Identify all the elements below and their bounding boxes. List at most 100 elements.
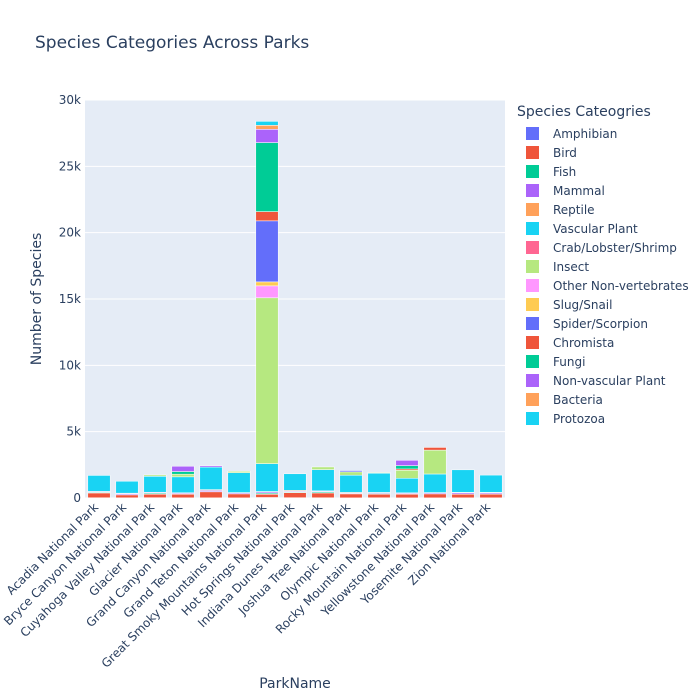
bar-segment	[255, 211, 279, 222]
y-tick-label: 20k	[59, 226, 81, 240]
legend-label: Mammal	[553, 183, 605, 198]
legend-swatch	[526, 317, 539, 330]
bar-segment	[255, 297, 279, 464]
legend-swatch	[526, 146, 539, 159]
bar-segment	[87, 475, 111, 492]
legend-item[interactable]: Bacteria	[517, 390, 689, 409]
legend-swatch	[526, 184, 539, 197]
legend-item[interactable]: Vascular Plant	[517, 219, 689, 238]
legend-item[interactable]: Mammal	[517, 181, 689, 200]
legend-title: Species Cateogries	[517, 104, 651, 120]
x-axis-title: ParkName	[259, 676, 331, 692]
legend-label: Bird	[553, 145, 577, 160]
legend-item[interactable]: Bird	[517, 143, 689, 162]
legend-swatch	[526, 412, 539, 425]
bar-segment	[199, 465, 223, 468]
legend-swatch	[526, 374, 539, 387]
y-tick-label: 10k	[59, 358, 81, 372]
bar-segment	[395, 477, 419, 494]
legend-item[interactable]: Spider/Scorpion	[517, 314, 689, 333]
legend-label: Vascular Plant	[553, 221, 638, 236]
y-tick-label: 0	[73, 491, 81, 505]
legend-item[interactable]: Amphibian	[517, 124, 689, 143]
bar-segment	[283, 492, 307, 498]
bar-segment	[255, 121, 279, 126]
bar-segment	[143, 476, 167, 493]
legend-item[interactable]: Crab/Lobster/Shrimp	[517, 238, 689, 257]
bar-segment	[171, 473, 195, 478]
bar-segment	[171, 493, 195, 499]
bar-segment	[255, 281, 279, 287]
legend-label: Other Non-vertebrates	[553, 278, 689, 293]
legend: Species Cateogries Amphibian Bird Fish Mamm…	[517, 104, 689, 428]
legend-label: Crab/Lobster/Shrimp	[553, 240, 677, 255]
legend-item[interactable]: Non-vascular Plant	[517, 371, 689, 390]
y-tick-label: 30k	[59, 93, 81, 107]
bar-segment	[227, 472, 251, 493]
legend-swatch	[526, 222, 539, 235]
bar-segment	[255, 129, 279, 143]
legend-label: Non-vascular Plant	[553, 373, 666, 388]
legend-item[interactable]: Other Non-vertebrates	[517, 276, 689, 295]
bar-segment	[395, 460, 419, 466]
bar-segment	[423, 447, 447, 451]
legend-item[interactable]: Reptile	[517, 200, 689, 219]
bar-segment	[255, 142, 279, 212]
legend-item[interactable]: Slug/Snail	[517, 295, 689, 314]
bar-segment	[143, 474, 167, 477]
legend-swatch	[526, 336, 539, 349]
bar-segment	[395, 493, 419, 499]
bar-segment	[479, 493, 503, 499]
bar-segment	[255, 285, 279, 299]
legend-swatch	[526, 355, 539, 368]
bar-segment	[255, 463, 279, 492]
bar-segment	[367, 472, 391, 474]
legend-swatch	[526, 260, 539, 273]
y-axis-title: Number of Species	[29, 233, 45, 366]
legend-label: Amphibian	[553, 126, 618, 141]
bar-segment	[171, 471, 195, 475]
legend-item[interactable]: Fish	[517, 162, 689, 181]
bar-segment	[339, 470, 363, 473]
legend-label: Slug/Snail	[553, 297, 613, 312]
legend-swatch	[526, 203, 539, 216]
legend-label: Fungi	[553, 354, 586, 369]
bar-segment	[255, 494, 279, 498]
legend-item[interactable]: Fungi	[517, 352, 689, 371]
legend-item[interactable]: Insect	[517, 257, 689, 276]
bar-segment	[395, 465, 419, 470]
bar-segment	[115, 480, 139, 494]
bar-segment	[255, 125, 279, 130]
bar-segment	[451, 493, 475, 499]
y-tick-label: 25k	[59, 159, 81, 173]
bar-segment	[451, 469, 475, 493]
legend-label: Spider/Scorpion	[553, 316, 648, 331]
bar-segment	[311, 466, 335, 470]
bar-segment	[143, 493, 167, 498]
bar-segment	[423, 449, 447, 475]
bar-segment	[423, 473, 447, 493]
bar-segment	[115, 494, 139, 499]
bar-segment	[311, 469, 335, 492]
legend-item[interactable]: Protozoa	[517, 409, 689, 428]
bar-segment	[199, 491, 223, 499]
y-tick-label: 15k	[59, 292, 81, 306]
legend-swatch	[526, 241, 539, 254]
bar-segment	[339, 471, 363, 476]
bar-segment	[87, 492, 111, 498]
legend-label: Fish	[553, 164, 577, 179]
bar-segment	[367, 493, 391, 498]
bar-segment	[367, 472, 391, 493]
bar-segment	[339, 493, 363, 499]
bar-segment	[283, 473, 307, 491]
bar-segment	[227, 493, 251, 499]
legend-swatch	[526, 279, 539, 292]
bar-segment	[479, 474, 503, 493]
y-tick-label: 5k	[66, 425, 81, 439]
legend-item[interactable]: Chromista	[517, 333, 689, 352]
legend-swatch	[526, 298, 539, 311]
legend-items: Amphibian Bird Fish Mammal Reptile Vascular P…	[517, 124, 689, 428]
legend-swatch	[526, 165, 539, 178]
